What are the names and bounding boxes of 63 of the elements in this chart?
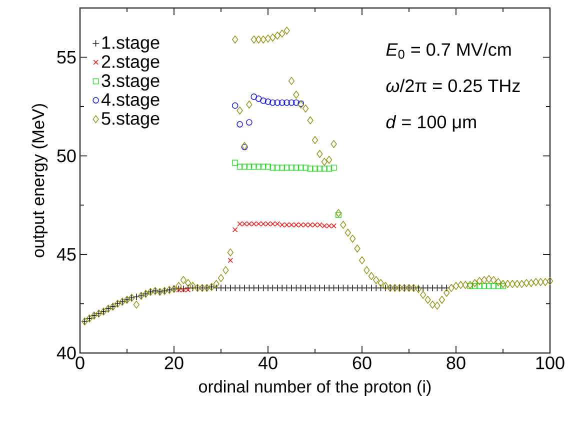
- point: [326, 166, 332, 172]
- point: [279, 164, 286, 171]
- point: [336, 212, 342, 218]
- point: [270, 99, 276, 106]
- point: [274, 164, 280, 171]
- point: [255, 96, 262, 102]
- point: [288, 164, 294, 171]
- annotation: d = 100 μm: [386, 115, 476, 132]
- y-tick-label: 40: [56, 346, 76, 360]
- legend-label: 5.stage: [102, 112, 160, 128]
- legend-label: 2.stage: [102, 55, 160, 72]
- point: [232, 160, 238, 166]
- point: [302, 164, 309, 171]
- point: [232, 227, 238, 232]
- point: [265, 164, 271, 170]
- point: [293, 164, 300, 171]
- annotation: ω/2π = 0.25 THz: [386, 78, 520, 92]
- y-tick-label: 55: [57, 51, 76, 64]
- x-tick-label: 20: [164, 356, 184, 370]
- legend-label: 3.stage: [102, 74, 160, 91]
- y-tick-label: 45: [56, 248, 76, 261]
- point: [260, 164, 266, 170]
- point: [278, 99, 286, 106]
- x-tick-label: 100: [536, 356, 564, 370]
- point: [307, 166, 314, 172]
- point: [264, 98, 272, 105]
- point: [312, 166, 318, 172]
- point: [260, 98, 266, 104]
- point: [246, 119, 252, 126]
- point: [288, 99, 295, 106]
- point: [284, 164, 290, 171]
- annotation: E$_{0}$ = 0.7 MV/cm: [386, 42, 511, 59]
- x-tick-label: 0: [76, 356, 84, 370]
- point: [321, 166, 328, 172]
- point: [284, 99, 290, 106]
- point: [250, 94, 258, 100]
- legend-label: 4.stage: [101, 93, 160, 110]
- point: [472, 283, 478, 289]
- point: [500, 283, 506, 289]
- point: [270, 164, 276, 171]
- point: [228, 258, 234, 263]
- x-tick-label: 60: [352, 356, 372, 370]
- point: [481, 283, 488, 289]
- x-tick-label: 80: [446, 356, 466, 370]
- point: [236, 121, 243, 128]
- point: [298, 164, 304, 171]
- point: [486, 283, 492, 289]
- point: [293, 99, 300, 106]
- point: [274, 99, 281, 106]
- y-tick-label: 50: [57, 149, 76, 162]
- point: [330, 164, 337, 171]
- point: [256, 164, 262, 170]
- point: [232, 102, 238, 109]
- point: [316, 166, 323, 172]
- x-axis-title: ordinal number of the proton (i): [199, 380, 431, 396]
- point: [250, 164, 257, 170]
- y-axis-title: output energy (MeV): [32, 104, 48, 258]
- point: [490, 283, 497, 289]
- x-tick-label: 40: [258, 356, 278, 370]
- point: [242, 164, 248, 170]
- legend-label: 1.stage: [102, 36, 160, 52]
- point: [236, 164, 243, 170]
- point: [246, 164, 252, 170]
